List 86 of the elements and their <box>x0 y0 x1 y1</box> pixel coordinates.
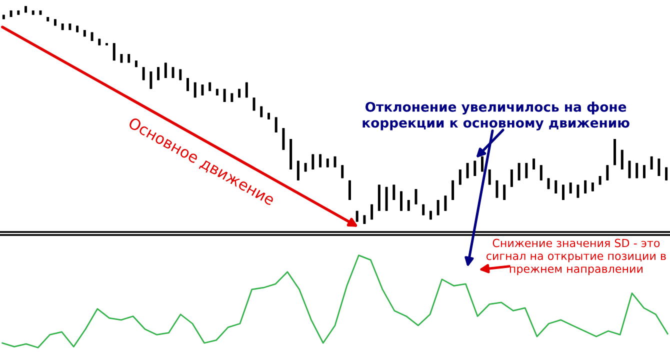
candlestick <box>628 160 631 179</box>
candlestick <box>267 112 270 120</box>
candlestick <box>481 156 484 172</box>
candlestick <box>444 195 447 212</box>
candlestick <box>650 156 653 170</box>
candlestick <box>150 70 152 90</box>
candlestick <box>282 128 285 150</box>
candlestick <box>356 210 358 222</box>
candlestick <box>164 62 167 79</box>
candlestick <box>606 164 609 181</box>
candlestick <box>665 166 668 181</box>
candlestick <box>319 154 322 168</box>
candlestick <box>230 92 234 103</box>
candlestick <box>496 180 498 198</box>
candlestick <box>76 25 79 33</box>
annotation: Отклонение увеличилось на фоне коррекции к основному движению <box>362 102 630 130</box>
candlestick <box>334 156 336 168</box>
candlestick <box>238 88 241 98</box>
candlestick <box>385 186 388 212</box>
candlestick <box>452 180 454 201</box>
candlestick <box>370 204 374 220</box>
candlestick <box>201 84 204 96</box>
candlestick <box>569 182 572 194</box>
candlestick <box>260 106 263 118</box>
candlestick <box>157 66 160 81</box>
candlestick <box>525 162 528 179</box>
candlestick <box>576 184 580 198</box>
candlestick <box>290 138 292 170</box>
candlestick <box>510 168 513 188</box>
candlestick <box>636 162 638 179</box>
candlestick <box>474 160 476 177</box>
candlestick <box>466 162 469 179</box>
candlestick <box>518 162 520 181</box>
candlestick <box>414 188 418 205</box>
candlestick <box>547 178 550 190</box>
candlestick <box>400 190 403 212</box>
candlestick <box>363 214 366 224</box>
annotation: Снижение значения SD - это сигнал на открытие позиции в прежнем направлении <box>486 238 666 276</box>
candlestick <box>17 10 20 16</box>
candlestick <box>245 82 248 98</box>
candlestick <box>326 158 329 168</box>
candlestick <box>186 77 189 92</box>
candlestick <box>312 154 314 170</box>
candlestick <box>620 149 624 170</box>
candlestick <box>584 180 587 194</box>
candlestick <box>429 210 432 220</box>
candlestick <box>392 184 396 201</box>
candlestick <box>194 82 196 98</box>
candlestick <box>642 164 646 179</box>
candlestick <box>488 168 491 186</box>
candlestick <box>540 164 542 181</box>
candlestick <box>341 164 344 179</box>
candlestick <box>134 60 138 68</box>
candlestick <box>422 204 425 216</box>
candlestick <box>61 22 64 31</box>
candlestick <box>179 68 182 81</box>
candlestick <box>407 199 410 212</box>
candlestick <box>32 10 34 16</box>
candlestick <box>24 6 28 14</box>
candlestick <box>216 88 218 96</box>
candlestick <box>142 66 145 81</box>
candlestick <box>252 97 256 112</box>
candlestick <box>68 22 72 31</box>
candlestick <box>10 10 12 18</box>
candlestick <box>46 16 50 22</box>
candlestick <box>39 10 42 16</box>
candlestick <box>296 160 300 181</box>
candlestick <box>223 88 226 103</box>
candlestick <box>614 138 616 166</box>
candlestick <box>83 30 86 38</box>
candlestick <box>54 18 56 26</box>
candlestick <box>172 66 174 79</box>
candlestick <box>112 42 116 62</box>
candlestick <box>436 199 440 216</box>
candlestick <box>274 116 278 133</box>
candlestick <box>554 180 558 194</box>
candlestick <box>378 184 380 212</box>
candlestick <box>90 32 94 42</box>
candlestick <box>532 158 536 170</box>
candlestick <box>458 168 462 186</box>
candlestick <box>503 184 506 201</box>
candlestick <box>348 180 351 201</box>
candlestick <box>591 182 594 192</box>
candlestick <box>562 184 564 201</box>
candlestick <box>98 38 101 46</box>
candlestick <box>106 42 108 46</box>
